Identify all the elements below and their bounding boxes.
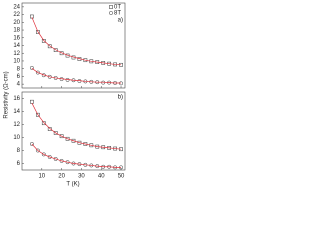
y-tick-label: 16 — [13, 35, 20, 41]
x-tick-label: 30 — [78, 174, 85, 180]
data-point — [71, 138, 76, 143]
data-point — [53, 157, 58, 161]
y-tick-label: 12 — [13, 122, 20, 128]
x-tick-label: 10 — [38, 174, 45, 180]
data-point — [41, 152, 46, 157]
legend-marker — [109, 5, 113, 9]
fit-line — [31, 143, 122, 168]
y-tick-label: 14 — [13, 109, 20, 115]
panel-label: a) — [118, 18, 123, 24]
data-point — [35, 112, 40, 117]
legend-label: 0T — [114, 5, 121, 11]
y-tick-label: 10 — [13, 59, 20, 65]
data-point — [30, 99, 34, 104]
y-tick-label: 18 — [13, 28, 20, 34]
y-tick-label: 24 — [13, 4, 20, 10]
fit-line — [31, 68, 122, 84]
y-tick-label: 4 — [17, 82, 21, 88]
y-tick-label: 6 — [17, 74, 21, 80]
y-axis-label: Resistivity (Ω-cm) — [4, 71, 10, 118]
fit-line — [31, 102, 122, 150]
data-point — [47, 155, 52, 159]
data-point — [53, 48, 58, 52]
data-point — [65, 160, 70, 165]
fit-line — [31, 17, 122, 66]
y-tick-label: 22 — [13, 12, 20, 18]
plot-frame — [21, 91, 126, 171]
data-point — [41, 39, 46, 43]
y-tick-label: 8 — [17, 148, 21, 154]
legend-marker — [109, 11, 113, 15]
data-point — [59, 158, 64, 163]
x-tick-label: 50 — [118, 174, 125, 180]
y-tick-label: 10 — [13, 135, 20, 141]
y-tick-label: 8 — [17, 66, 21, 72]
legend-label: 8T — [114, 11, 121, 17]
data-point — [35, 70, 40, 75]
data-point — [47, 44, 52, 49]
y-tick-label: 20 — [13, 20, 20, 26]
panel-label: b) — [118, 95, 123, 101]
data-point — [53, 131, 58, 135]
x-tick-label: 40 — [98, 174, 105, 180]
y-tick-label: 12 — [13, 51, 20, 57]
data-point — [29, 65, 34, 70]
x-axis-label: T (K) — [66, 182, 79, 188]
y-tick-label: 6 — [17, 161, 21, 167]
data-point — [59, 134, 64, 139]
y-tick-label: 14 — [13, 43, 20, 49]
data-point — [29, 142, 34, 146]
plot-frame — [21, 2, 126, 89]
data-point — [47, 127, 52, 131]
data-point — [35, 148, 40, 153]
x-tick-label: 20 — [58, 174, 65, 180]
data-point — [41, 121, 46, 126]
y-tick-label: 16 — [13, 96, 20, 102]
chart: Resistivity (Ω-cm) T (K) 468101214161820… — [4, 2, 126, 188]
data-point — [119, 81, 123, 86]
data-point — [65, 136, 70, 141]
data-point — [35, 30, 40, 34]
